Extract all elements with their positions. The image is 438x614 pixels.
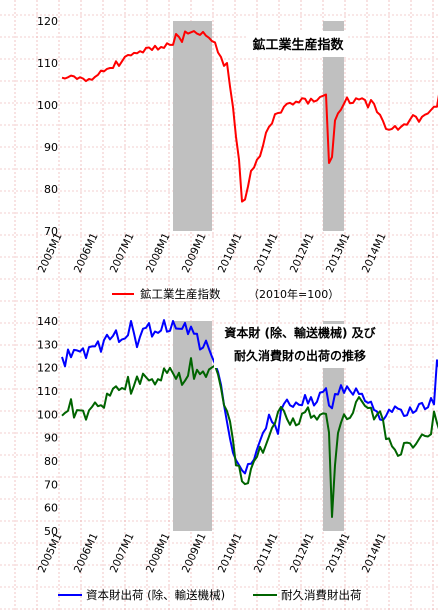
top-title-box [248, 31, 348, 57]
x-tick-label: 2013M1 [324, 531, 353, 575]
industrial-production-chart: 70 80 90 100 110 120 2005M1 2006M1 2007M1 2008M1… [36, 15, 438, 275]
y-tick-label: 60 [44, 502, 58, 515]
bottom-legend: 資本財出荷 (除、輸送機械) 耐久消費財出荷 [58, 588, 362, 602]
series-line-0 [61, 319, 438, 475]
x-tick-label: 2007M1 [108, 231, 137, 275]
top-y-axis: 70 80 90 100 110 120 [37, 15, 58, 238]
x-tick-label: 2007M1 [108, 531, 137, 575]
series-line-1 [61, 357, 438, 518]
y-tick-label: 70 [44, 225, 58, 238]
x-tick-label: 2009M1 [180, 531, 209, 575]
x-tick-label: 2011M1 [252, 531, 281, 575]
y-tick-label: 90 [44, 432, 58, 445]
y-tick-label: 80 [44, 183, 58, 196]
y-tick-label: 90 [44, 141, 58, 154]
x-tick-label: 2006M1 [72, 531, 101, 575]
x-tick-label: 2012M1 [288, 531, 317, 575]
x-tick-label: 2010M1 [216, 231, 245, 275]
y-tick-label: 120 [37, 362, 58, 375]
y-tick-label: 70 [44, 478, 58, 491]
bottom-chart-title-line2: 耐久消費財の出荷の推移 [234, 348, 366, 363]
top-series-lines [61, 30, 438, 203]
bottom-title-box [214, 324, 384, 368]
recession-shade [323, 321, 344, 531]
y-tick-label: 100 [37, 408, 58, 421]
x-tick-label: 2005M1 [36, 231, 65, 275]
top-legend-suffix: （2010年=100） [248, 287, 339, 301]
x-tick-label: 2005M1 [36, 531, 65, 575]
y-tick-label: 140 [37, 315, 58, 328]
x-tick-label: 2010M1 [216, 531, 245, 575]
x-tick-label: 2009M1 [180, 231, 209, 275]
x-tick-label: 2014M1 [360, 531, 389, 575]
x-tick-label: 2011M1 [252, 231, 281, 275]
bottom-recession-shading [173, 321, 344, 531]
x-tick-label: 2006M1 [72, 231, 101, 275]
recession-shade [173, 321, 212, 531]
y-tick-label: 80 [44, 455, 58, 468]
x-tick-label: 2008M1 [144, 531, 173, 575]
top-legend-label: 鉱工業生産指数 [140, 287, 221, 301]
y-tick-label: 50 [44, 525, 58, 538]
bottom-x-axis: 2005M1 2006M1 2007M1 2008M1 2009M1 2010M1 2011… [36, 531, 389, 575]
bottom-chart-title-line1: 資本財 (除、輸送機械) 及び [224, 325, 376, 340]
recession-shade [323, 21, 344, 231]
top-legend: 鉱工業生産指数 （2010年=100） [112, 287, 339, 301]
series-line-0 [61, 30, 438, 203]
bottom-series-lines [61, 319, 438, 518]
bottom-legend-label-durable: 耐久消費財出荷 [281, 588, 362, 602]
y-tick-label: 110 [37, 57, 58, 70]
x-tick-label: 2013M1 [324, 231, 353, 275]
x-tick-label: 2012M1 [288, 231, 317, 275]
x-tick-label: 2014M1 [360, 231, 389, 275]
top-chart-title: 鉱工業生産指数 [252, 37, 344, 53]
recession-shade [173, 21, 212, 231]
top-recession-shading [173, 21, 344, 231]
bottom-legend-label-capital: 資本財出荷 (除、輸送機械) [86, 588, 225, 602]
x-tick-label: 2008M1 [144, 231, 173, 275]
y-tick-label: 120 [37, 15, 58, 28]
top-x-axis: 2005M1 2006M1 2007M1 2008M1 2009M1 2010M1 2011… [36, 231, 389, 275]
y-tick-label: 110 [37, 385, 58, 398]
y-tick-label: 130 [37, 338, 58, 351]
y-tick-label: 100 [37, 99, 58, 112]
bottom-y-axis: 50 60 70 80 90 100 110 120 130 140 [37, 315, 58, 538]
